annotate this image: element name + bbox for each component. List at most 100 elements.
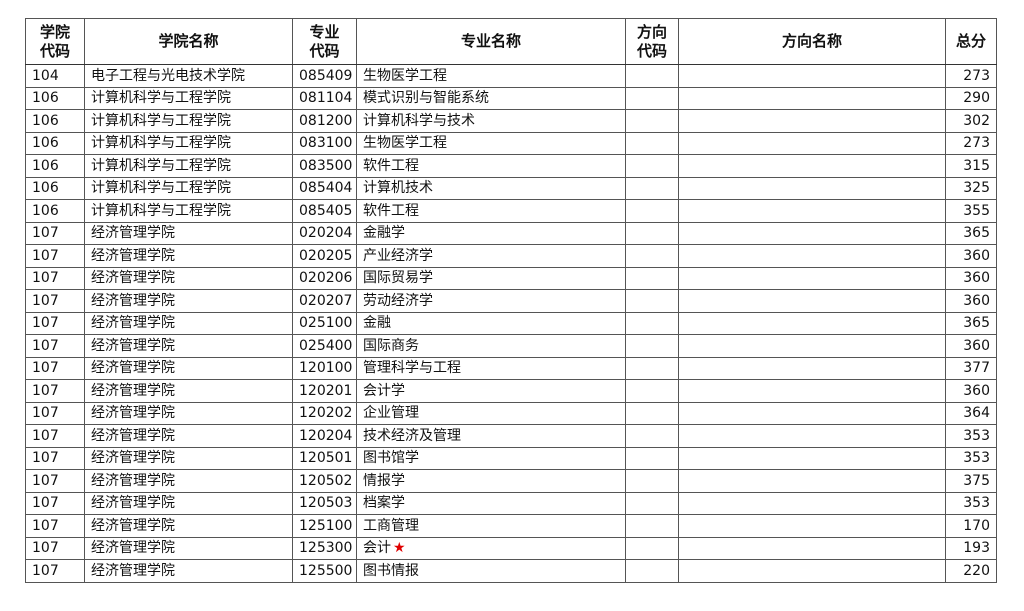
college-name-cell: 经济管理学院 bbox=[84, 379, 293, 403]
major-code-cell: 125300 bbox=[292, 536, 357, 560]
major-code-cell-text: 020204 bbox=[299, 225, 353, 242]
direction-code-cell bbox=[625, 311, 679, 335]
major-code-cell-text: 120100 bbox=[299, 360, 353, 377]
college-name-cell: 经济管理学院 bbox=[84, 311, 293, 335]
total-score-cell-text: 360 bbox=[963, 270, 990, 287]
major-code-cell: 120502 bbox=[292, 469, 357, 493]
direction-name-cell bbox=[678, 446, 946, 470]
total-score-cell: 355 bbox=[945, 199, 997, 223]
major-name-cell: 软件工程 bbox=[356, 154, 626, 178]
major-code-cell-text: 125500 bbox=[299, 562, 353, 579]
major-name-cell-text: 金融 bbox=[363, 315, 391, 332]
college-code-cell-text: 107 bbox=[32, 540, 59, 557]
college-name-cell-text: 经济管理学院 bbox=[91, 225, 175, 242]
college-code-cell-text: 107 bbox=[32, 337, 59, 354]
college-code-cell-text: 107 bbox=[32, 472, 59, 489]
major-code-cell: 081104 bbox=[292, 86, 357, 110]
total-score-cell-text: 360 bbox=[963, 247, 990, 264]
major-name-cell: 软件工程 bbox=[356, 199, 626, 223]
major-name-cell-text: 生物医学工程 bbox=[363, 135, 447, 152]
table-row: 107 经济管理学院 120503 档案学 353 bbox=[25, 491, 997, 515]
college-code-cell: 106 bbox=[25, 86, 85, 110]
college-code-cell: 104 bbox=[25, 64, 85, 88]
college-name-cell-text: 经济管理学院 bbox=[91, 495, 175, 512]
college-code-cell: 107 bbox=[25, 401, 85, 425]
college-code-cell: 106 bbox=[25, 154, 85, 178]
major-code-cell: 081200 bbox=[292, 109, 357, 133]
major-name-cell-text: 会计 bbox=[363, 540, 391, 557]
table-row: 107 经济管理学院 025100 金融 365 bbox=[25, 311, 997, 335]
total-score-cell-text: 302 bbox=[963, 112, 990, 129]
total-score-cell: 377 bbox=[945, 356, 997, 380]
total-score-cell: 360 bbox=[945, 289, 997, 313]
college-name-cell: 计算机科学与工程学院 bbox=[84, 176, 293, 200]
table-header: 学院 代码 学院名称 专业 代码 专业名称 方向 代码 方向名称 总分 bbox=[25, 18, 997, 65]
college-name-cell: 经济管理学院 bbox=[84, 244, 293, 268]
major-code-cell: 083500 bbox=[292, 154, 357, 178]
table-row: 107 经济管理学院 125300 会计 ★ 193 bbox=[25, 536, 997, 560]
major-code-cell: 120204 bbox=[292, 424, 357, 448]
major-code-cell-text: 081104 bbox=[299, 90, 353, 107]
major-name-cell-text: 模式识别与智能系统 bbox=[363, 90, 489, 107]
table-row: 107 经济管理学院 120202 企业管理 364 bbox=[25, 401, 997, 425]
header-direction-code: 方向 代码 bbox=[625, 18, 679, 65]
total-score-cell-text: 355 bbox=[963, 202, 990, 219]
college-name-cell-text: 经济管理学院 bbox=[91, 427, 175, 444]
table-body: 104 电子工程与光电技术学院 085409 生物医学工程 273 106 计算机科学与工程… bbox=[25, 64, 997, 583]
direction-name-cell bbox=[678, 356, 946, 380]
direction-code-cell bbox=[625, 379, 679, 403]
major-code-cell: 020204 bbox=[292, 221, 357, 245]
college-name-cell-text: 经济管理学院 bbox=[91, 472, 175, 489]
college-code-cell: 107 bbox=[25, 289, 85, 313]
direction-name-cell bbox=[678, 109, 946, 133]
total-score-cell: 365 bbox=[945, 311, 997, 335]
college-code-cell: 106 bbox=[25, 176, 85, 200]
major-name-cell-text: 档案学 bbox=[363, 495, 405, 512]
total-score-cell: 325 bbox=[945, 176, 997, 200]
direction-code-cell bbox=[625, 356, 679, 380]
college-name-cell-text: 经济管理学院 bbox=[91, 517, 175, 534]
major-name-cell-text: 技术经济及管理 bbox=[363, 427, 461, 444]
major-code-cell: 083100 bbox=[292, 131, 357, 155]
direction-name-cell bbox=[678, 491, 946, 515]
major-name-cell: 企业管理 bbox=[356, 401, 626, 425]
direction-name-cell bbox=[678, 244, 946, 268]
college-code-cell-text: 106 bbox=[32, 112, 59, 129]
direction-code-cell bbox=[625, 514, 679, 538]
major-name-cell-text: 图书馆学 bbox=[363, 450, 419, 467]
major-name-cell-text: 管理科学与工程 bbox=[363, 360, 461, 377]
college-name-cell-text: 经济管理学院 bbox=[91, 292, 175, 309]
college-code-cell: 107 bbox=[25, 491, 85, 515]
college-name-cell: 计算机科学与工程学院 bbox=[84, 109, 293, 133]
major-name-cell: 图书情报 bbox=[356, 559, 626, 583]
table-row: 107 经济管理学院 120502 情报学 375 bbox=[25, 469, 997, 493]
major-code-cell-text: 085409 bbox=[299, 67, 353, 84]
total-score-cell: 315 bbox=[945, 154, 997, 178]
college-code-cell-text: 106 bbox=[32, 157, 59, 174]
total-score-cell-text: 273 bbox=[963, 135, 990, 152]
college-name-cell-text: 计算机科学与工程学院 bbox=[91, 180, 231, 197]
major-name-cell: 会计学 bbox=[356, 379, 626, 403]
college-name-cell: 经济管理学院 bbox=[84, 356, 293, 380]
college-code-cell-text: 107 bbox=[32, 405, 59, 422]
major-name-cell: 会计 ★ bbox=[356, 536, 626, 560]
total-score-cell: 353 bbox=[945, 491, 997, 515]
total-score-cell: 360 bbox=[945, 334, 997, 358]
major-code-cell-text: 120204 bbox=[299, 427, 353, 444]
college-code-cell-text: 107 bbox=[32, 562, 59, 579]
college-code-cell-text: 104 bbox=[32, 67, 59, 84]
table-row: 106 计算机科学与工程学院 083500 软件工程 315 bbox=[25, 154, 997, 178]
direction-name-cell bbox=[678, 514, 946, 538]
major-name-cell: 国际贸易学 bbox=[356, 266, 626, 290]
direction-name-cell bbox=[678, 311, 946, 335]
college-name-cell-text: 经济管理学院 bbox=[91, 337, 175, 354]
direction-code-cell bbox=[625, 559, 679, 583]
table-row: 106 计算机科学与工程学院 085404 计算机技术 325 bbox=[25, 176, 997, 200]
major-code-cell-text: 025400 bbox=[299, 337, 353, 354]
major-name-cell-text: 图书情报 bbox=[363, 562, 419, 579]
header-major-code: 专业 代码 bbox=[292, 18, 357, 65]
college-name-cell: 计算机科学与工程学院 bbox=[84, 131, 293, 155]
major-name-cell-text: 会计学 bbox=[363, 382, 405, 399]
direction-code-cell bbox=[625, 401, 679, 425]
star-icon: ★ bbox=[393, 540, 406, 557]
